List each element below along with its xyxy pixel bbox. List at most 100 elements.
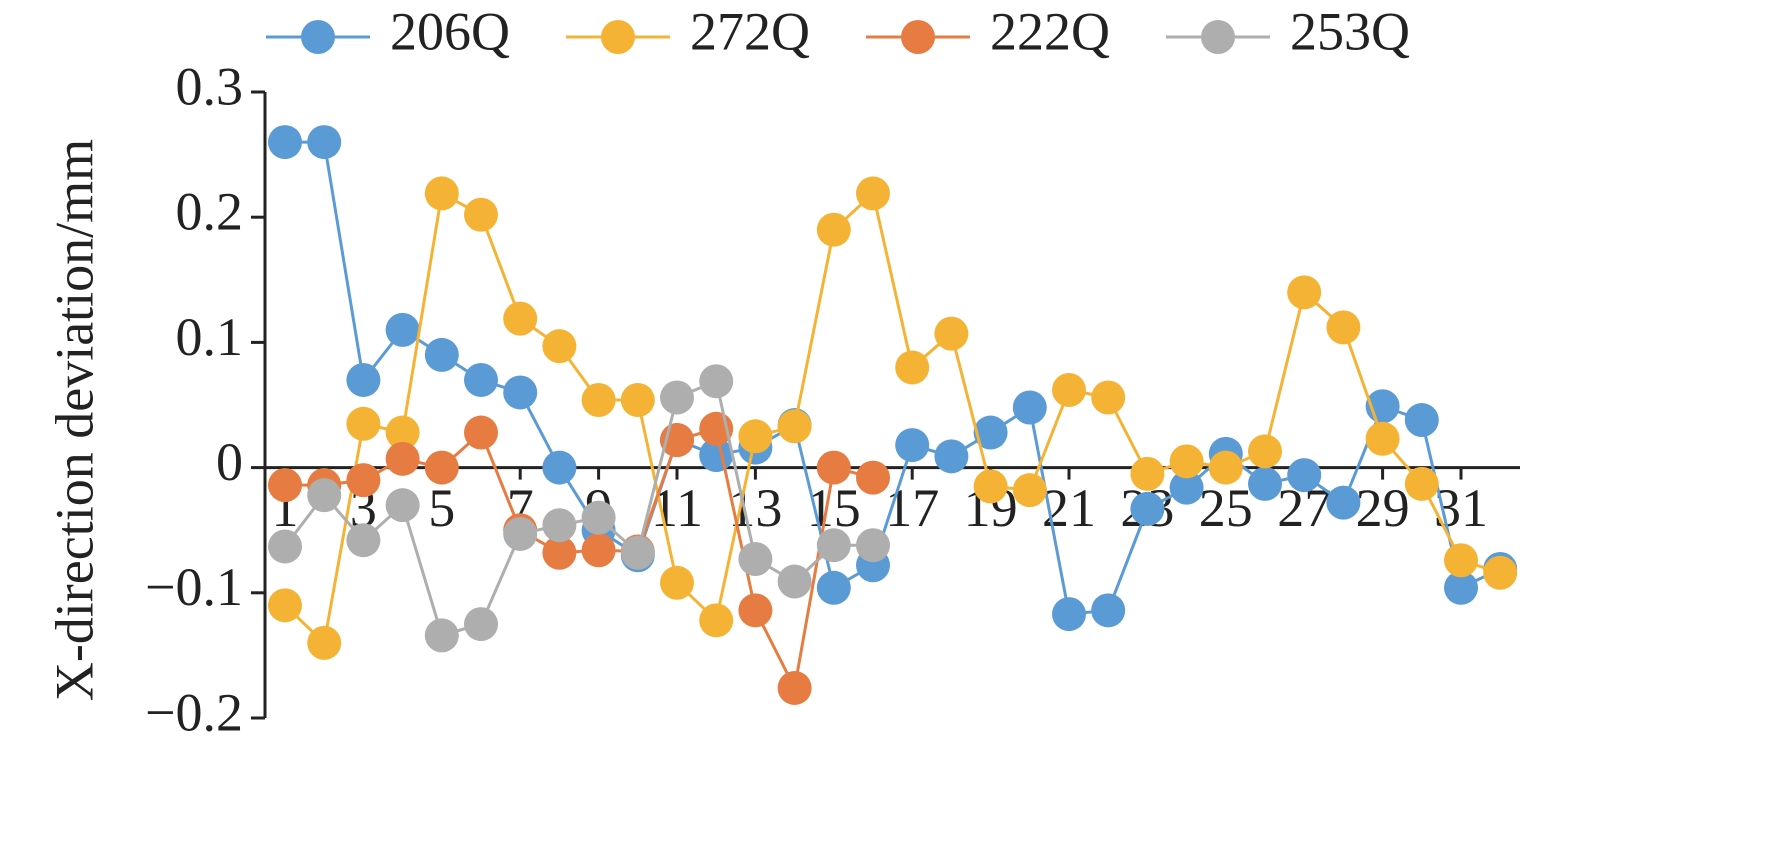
y-tick-label: −0.2: [145, 682, 243, 742]
legend-label: 222Q: [990, 1, 1110, 61]
data-point: [268, 468, 302, 503]
data-point: [777, 670, 812, 705]
data-point: [503, 516, 538, 551]
x-tick-label: 25: [1199, 478, 1253, 538]
y-axis-label: X-direction deviation/mm: [44, 139, 104, 701]
x-tick-label: 29: [1356, 478, 1410, 538]
data-point: [816, 528, 851, 563]
data-point: [346, 523, 381, 558]
data-point: [1248, 466, 1282, 501]
data-point: [1326, 310, 1361, 345]
legend-label: 253Q: [1290, 1, 1410, 61]
data-point: [346, 406, 381, 441]
x-tick-label: 17: [885, 478, 939, 538]
data-point: [268, 125, 302, 160]
legend-marker: [901, 20, 935, 54]
data-point: [385, 415, 420, 450]
data-point: [934, 316, 969, 351]
data-point: [856, 460, 890, 495]
data-point: [1169, 470, 1204, 505]
data-point: [934, 439, 969, 474]
data-point: [777, 564, 812, 599]
data-point: [1287, 458, 1322, 493]
data-point: [699, 603, 734, 638]
data-point: [816, 212, 851, 247]
data-point: [581, 382, 616, 417]
series-line: [283, 379, 873, 638]
data-point: [307, 625, 342, 660]
data-point: [1130, 456, 1165, 491]
data-point: [268, 588, 302, 623]
data-point: [1052, 597, 1086, 632]
y-tick-label: 0.1: [176, 307, 244, 367]
data-point: [973, 415, 1008, 450]
data-point: [424, 450, 459, 485]
y-tick-label: −0.1: [145, 557, 243, 617]
data-point: [1130, 491, 1165, 526]
data-point: [424, 337, 459, 372]
series-line: [285, 426, 874, 693]
data-point: [385, 312, 420, 347]
data-point: [1248, 434, 1282, 469]
data-point: [1404, 403, 1439, 438]
x-tick-label: 11: [651, 478, 703, 538]
data-point: [307, 478, 342, 513]
data-point: [424, 618, 459, 653]
x-tick-label: 5: [428, 478, 455, 538]
data-point: [385, 488, 420, 523]
data-point: [346, 463, 381, 498]
series-line: [283, 190, 1501, 646]
data-point: [660, 565, 694, 600]
data-point: [1091, 593, 1126, 628]
data-point: [1287, 275, 1322, 310]
data-point: [307, 125, 342, 160]
data-point: [1365, 421, 1400, 456]
data-point: [464, 607, 498, 642]
data-point: [1404, 466, 1439, 501]
data-point: [542, 450, 577, 485]
data-point: [895, 428, 930, 463]
y-tick-label: 0: [216, 432, 243, 492]
data-point: [620, 382, 655, 417]
data-point: [699, 364, 734, 399]
data-point: [424, 176, 459, 211]
data-point: [1091, 380, 1126, 415]
data-point: [973, 469, 1008, 504]
data-point: [268, 529, 302, 564]
data-point: [816, 570, 851, 605]
data-point: [1483, 555, 1518, 590]
data-point: [581, 533, 616, 568]
data-point: [503, 301, 538, 336]
data-point: [1012, 390, 1047, 425]
data-point: [1444, 570, 1478, 605]
data-point: [1169, 444, 1204, 479]
data-point: [816, 450, 851, 485]
legend-marker: [601, 20, 635, 54]
data-point: [542, 508, 577, 543]
data-point: [738, 541, 773, 576]
y-tick-label: 0.3: [176, 56, 244, 116]
data-point: [1444, 543, 1478, 578]
legend-label: 272Q: [690, 1, 810, 61]
x-tick-label: 21: [1042, 478, 1096, 538]
data-point: [1052, 372, 1086, 407]
data-point: [895, 350, 930, 385]
data-point: [1012, 473, 1047, 508]
y-tick-label: 0.2: [176, 182, 244, 242]
data-point: [464, 362, 498, 397]
data-point: [660, 380, 694, 415]
legend-marker: [301, 20, 335, 54]
data-point: [346, 362, 381, 397]
data-point: [1326, 485, 1361, 520]
data-point: [1208, 450, 1243, 485]
data-point: [777, 409, 812, 444]
data-point: [738, 419, 773, 454]
data-point: [856, 528, 890, 563]
data-point: [464, 197, 498, 232]
data-point: [464, 415, 498, 450]
data-point: [503, 375, 538, 410]
data-point: [581, 500, 616, 535]
data-point: [856, 176, 890, 211]
data-point: [620, 535, 655, 570]
